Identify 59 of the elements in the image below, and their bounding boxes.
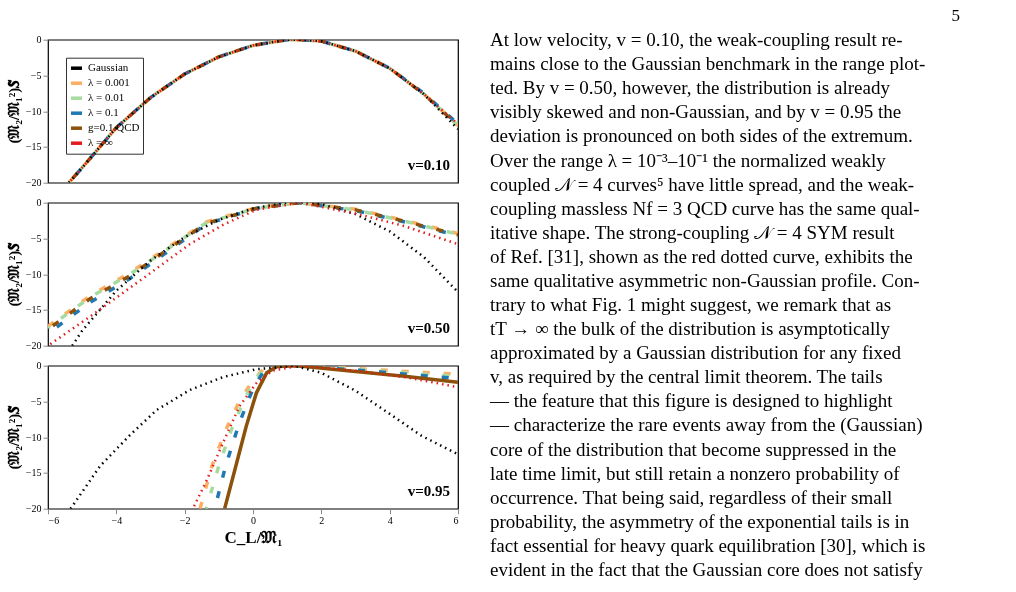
y-tick-label: 0	[36, 34, 42, 46]
text: occurrence. That being said, regardless of their small	[490, 486, 893, 508]
y-axis-title: (𝔐₂/𝔐₁²)𝑺̃	[5, 78, 23, 144]
y-tick-label: −10	[25, 268, 42, 280]
y-tick-label: −10	[25, 431, 42, 443]
text: coupling massless Nf = 3 QCD curve has the same qual-	[490, 197, 920, 219]
y-tick-label: −20	[25, 503, 42, 515]
text: ted. By v = 0.50, however, the distribution is already	[490, 77, 891, 99]
text: deviation is pronounced on both sides of the extremum.	[490, 125, 913, 147]
text: evident in the fact that the Gaussian core does not satisfy	[490, 558, 924, 580]
x-tick-label: −2	[179, 515, 191, 527]
y-tick-label: −15	[25, 467, 42, 479]
text: late time limit, but still retain a nonzero probability of	[490, 462, 901, 484]
y-tick-label: −15	[25, 304, 42, 316]
text: — characterize the rare events away from the (Gaussian)	[489, 414, 923, 437]
text: 5	[951, 6, 960, 26]
x-tick-label: 2	[319, 515, 325, 527]
text: approximated by a Gaussian distribution for any fixed	[490, 342, 902, 364]
legend-label: λ = 0.1	[88, 106, 119, 119]
legend-label: g=0.1 QCD	[88, 121, 140, 134]
y-tick-label: −5	[30, 69, 42, 81]
text: fact essential for heavy quark equilibration [30], which is	[490, 534, 926, 556]
y-axis-title: (𝔐₂/𝔐₁²)𝑺̃	[5, 404, 23, 470]
text: probability, the asymmetry of the exponential tails is in	[490, 510, 910, 532]
annotation: v=0.10	[407, 156, 450, 173]
y-tick-label: 0	[36, 197, 42, 209]
text: Over the range λ = 10⁻³–10⁻¹ the normalized weakly	[490, 149, 887, 171]
text: of Ref. [31], shown as the red dotted curve, exhibits the	[490, 245, 913, 267]
legend-label: λ = 0.001	[88, 76, 130, 89]
legend-label: λ = ∞	[88, 136, 114, 149]
x-tick-label: −6	[48, 515, 60, 527]
x-tick-label: 6	[453, 515, 459, 527]
y-tick-label: −20	[25, 177, 42, 189]
y-tick-label: −20	[25, 340, 42, 352]
y-tick-label: −5	[30, 395, 42, 407]
y-tick-label: −5	[30, 232, 42, 244]
annotation: v=0.95	[407, 482, 450, 499]
x-tick-label: 0	[251, 515, 256, 527]
annotation: v=0.50	[407, 319, 450, 336]
x-tick-label: −4	[111, 515, 123, 527]
legend-label: Gaussian	[88, 61, 129, 74]
text: visibly skewed and non-Gaussian, and by v = 0.95 the	[490, 101, 902, 123]
y-axis-title: (𝔐₂/𝔐₁²)𝑺̃	[5, 241, 23, 307]
text: trary to what Fig. 1 might suggest, we remark that as	[490, 294, 892, 316]
x-tick-label: 4	[387, 515, 393, 527]
text: mains close to the Gaussian benchmark in the range plot-	[490, 53, 926, 75]
text: — the feature that this figure is designed to highlight	[489, 390, 894, 412]
legend-label: λ = 0.01	[88, 91, 125, 104]
text: itative shape. The strong-coupling 𝒩 = 4 SYM result	[490, 221, 896, 243]
text: tT → ∞ the bulk of the distribution is asymptotically	[490, 318, 891, 340]
y-tick-label: −15	[25, 141, 42, 153]
text: same qualitative asymmetric non-Gaussian profile. Con-	[490, 269, 920, 291]
y-tick-label: −10	[25, 105, 42, 117]
text: core of the distribution that become suppressed in the	[490, 438, 897, 460]
text: coupled 𝒩 = 4 curves⁵ have little spread, and the weak-	[490, 173, 915, 195]
text: At low velocity, v = 0.10, the weak-coupling result re-	[490, 29, 903, 51]
x-axis-title: C_L/𝔐₁	[224, 528, 283, 548]
y-tick-label: 0	[36, 360, 42, 372]
text: v, as required by the central limit theorem. The tails	[490, 366, 883, 388]
